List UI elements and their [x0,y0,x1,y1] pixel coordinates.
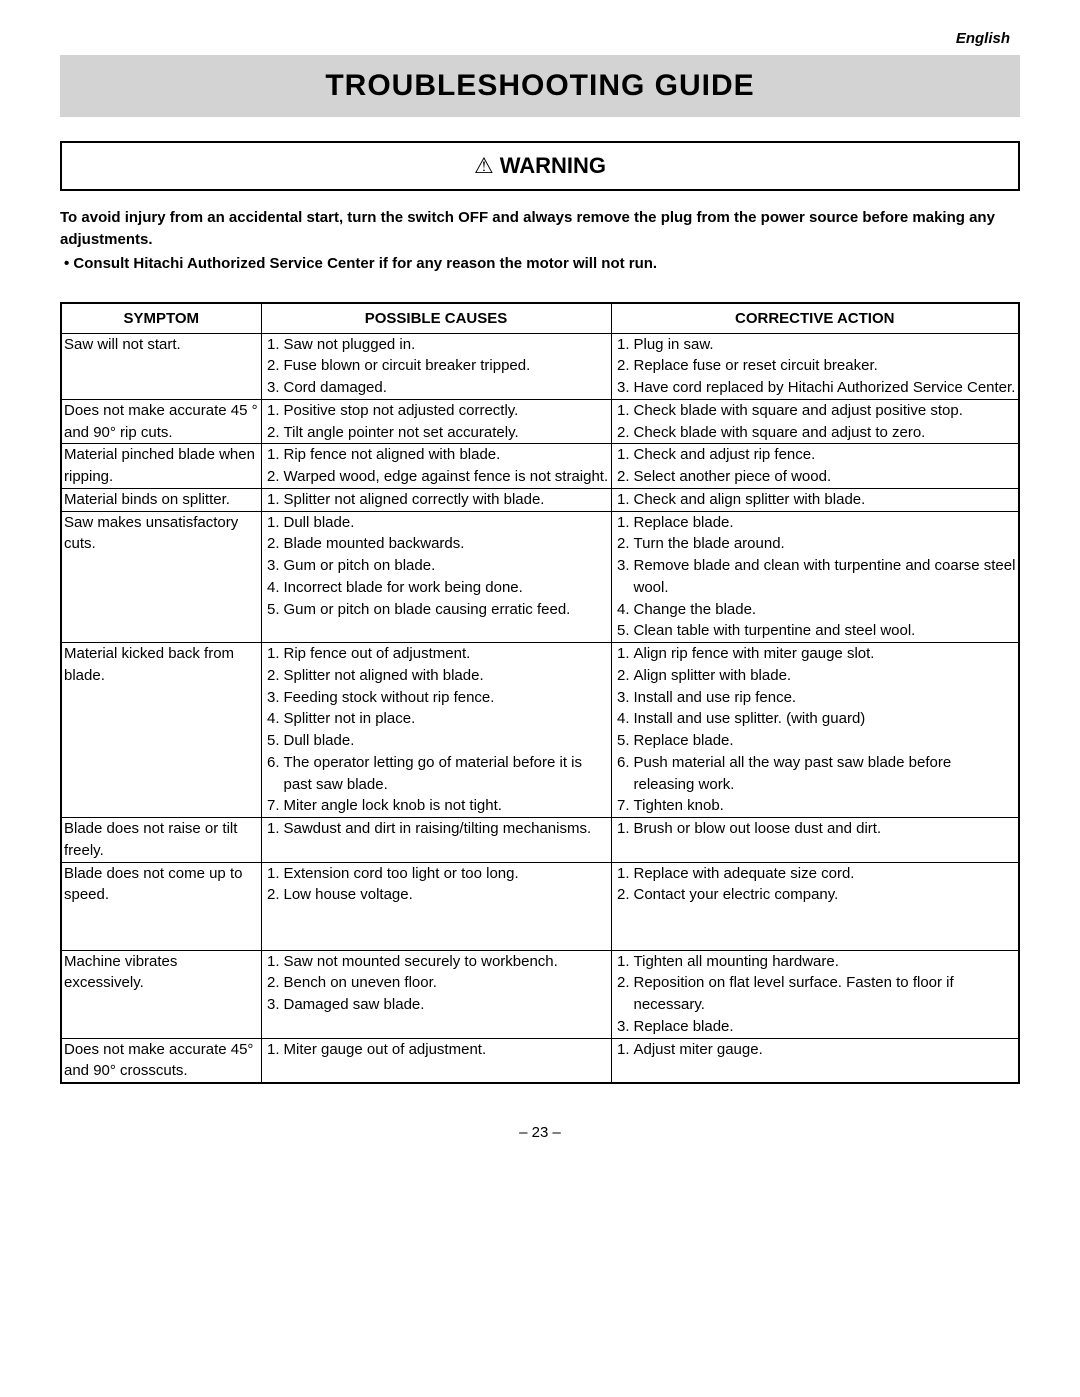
cell-actions: 1.Replace with adequate size cord.2.Cont… [611,862,1019,950]
lead-text: To avoid injury from an accidental start… [60,207,1020,251]
cell-causes: 1.Saw not plugged in.2.Fuse blown or cir… [261,333,611,399]
table-row: Saw makes unsatisfactory cuts.1.Dull bla… [61,511,1019,643]
cell-actions: 1.Check and adjust rip fence.2.Select an… [611,444,1019,489]
cell-causes: 1.Rip fence not aligned with blade.2.War… [261,444,611,489]
cell-causes: 1.Sawdust and dirt in raising/tilting me… [261,818,611,863]
table-row: Material pinched blade when ripping.1.Ri… [61,444,1019,489]
table-row: Does not make accurate 45 ° and 90° rip … [61,399,1019,444]
cell-actions: 1.Replace blade.2.Turn the blade around.… [611,511,1019,643]
table-header-row: SYMPTOM POSSIBLE CAUSES CORRECTIVE ACTIO… [61,303,1019,334]
warning-icon: ⚠ [474,153,494,178]
table-row: Material binds on splitter.1.Splitter no… [61,488,1019,511]
table-row: Blade does not raise or tilt freely.1.Sa… [61,818,1019,863]
table-row: Machine vibrates excessively.1.Saw not m… [61,950,1019,1038]
col-actions: CORRECTIVE ACTION [611,303,1019,334]
table-row: Does not make accurate 45° and 90° cross… [61,1038,1019,1083]
cell-causes: 1.Miter gauge out of adjustment. [261,1038,611,1083]
cell-causes: 1.Positive stop not adjusted correctly.2… [261,399,611,444]
language-label: English [60,30,1020,47]
col-causes: POSSIBLE CAUSES [261,303,611,334]
cell-symptom: Does not make accurate 45 ° and 90° rip … [61,399,261,444]
cell-symptom: Blade does not raise or tilt freely. [61,818,261,863]
table-row: Saw will not start.1.Saw not plugged in.… [61,333,1019,399]
bullet-text: • Consult Hitachi Authorized Service Cen… [60,255,1020,272]
cell-actions: 1.Tighten all mounting hardware.2.Reposi… [611,950,1019,1038]
cell-symptom: Saw makes unsatisfactory cuts. [61,511,261,643]
cell-actions: 1.Check blade with square and adjust pos… [611,399,1019,444]
cell-symptom: Does not make accurate 45° and 90° cross… [61,1038,261,1083]
cell-symptom: Material binds on splitter. [61,488,261,511]
cell-symptom: Blade does not come up to speed. [61,862,261,950]
cell-causes: 1.Dull blade.2.Blade mounted backwards.3… [261,511,611,643]
cell-actions: 1.Plug in saw.2.Replace fuse or reset ci… [611,333,1019,399]
warning-box: ⚠WARNING [60,141,1020,191]
cell-actions: 1.Align rip fence with miter gauge slot.… [611,643,1019,818]
warning-label: WARNING [500,153,606,178]
cell-causes: 1.Rip fence out of adjustment.2.Splitter… [261,643,611,818]
table-row: Blade does not come up to speed.1.Extens… [61,862,1019,950]
cell-actions: 1.Brush or blow out loose dust and dirt. [611,818,1019,863]
page-title: TROUBLESHOOTING GUIDE [60,55,1020,117]
page-number: – 23 – [60,1124,1020,1141]
cell-causes: 1.Splitter not aligned correctly with bl… [261,488,611,511]
table-row: Material kicked back from blade.1.Rip fe… [61,643,1019,818]
cell-causes: 1.Extension cord too light or too long.2… [261,862,611,950]
cell-symptom: Material kicked back from blade. [61,643,261,818]
cell-causes: 1.Saw not mounted securely to workbench.… [261,950,611,1038]
col-symptom: SYMPTOM [61,303,261,334]
cell-symptom: Machine vibrates excessively. [61,950,261,1038]
cell-symptom: Material pinched blade when ripping. [61,444,261,489]
troubleshooting-table: SYMPTOM POSSIBLE CAUSES CORRECTIVE ACTIO… [60,302,1020,1085]
cell-symptom: Saw will not start. [61,333,261,399]
cell-actions: 1.Check and align splitter with blade. [611,488,1019,511]
cell-actions: 1.Adjust miter gauge. [611,1038,1019,1083]
